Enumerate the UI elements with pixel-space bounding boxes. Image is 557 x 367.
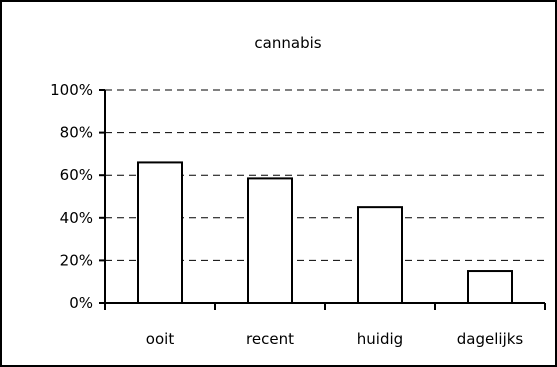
bar-ooit	[137, 161, 183, 304]
category-label: huidig	[357, 330, 403, 348]
y-tick-label: 40%	[60, 209, 93, 227]
bar-dagelijks	[467, 270, 513, 304]
y-tick-labels: 0% 20% 40% 60% 80% 100%	[50, 81, 93, 312]
bar-recent	[247, 177, 293, 305]
y-tick-label: 80%	[60, 124, 93, 142]
bars	[137, 161, 513, 305]
y-tick-label: 20%	[60, 251, 93, 269]
axes	[99, 89, 546, 310]
category-label: ooit	[146, 330, 175, 348]
y-tick-label: 60%	[60, 166, 93, 184]
y-tick-label: 100%	[50, 81, 93, 99]
category-labels: ooit recent huidig dagelijks	[146, 330, 524, 348]
category-label: dagelijks	[457, 330, 524, 348]
category-label: recent	[246, 330, 294, 348]
y-tick-label: 0%	[69, 294, 93, 312]
bar-huidig	[357, 206, 403, 304]
chart-title: cannabis	[254, 34, 321, 52]
